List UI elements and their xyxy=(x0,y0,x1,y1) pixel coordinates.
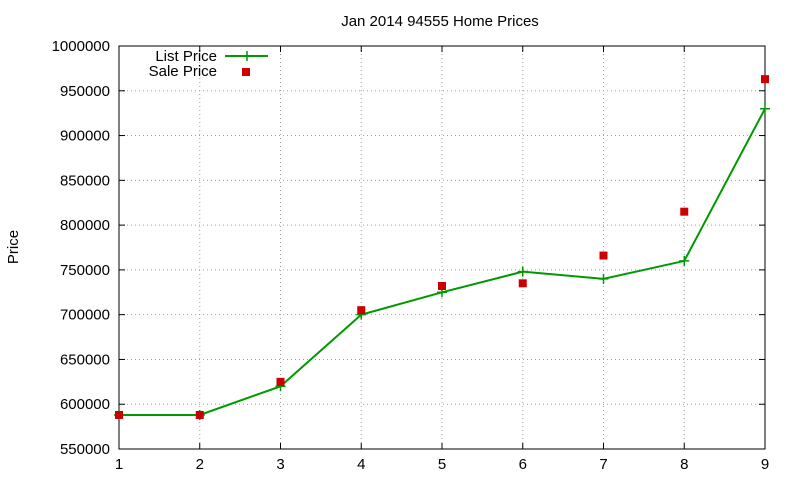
point-sale-price xyxy=(357,306,366,315)
x-tick-label: 8 xyxy=(680,456,688,473)
y-tick-label: 900000 xyxy=(60,128,110,145)
point-list-price xyxy=(517,266,528,277)
point-sale-price xyxy=(680,207,689,216)
x-tick-label: 1 xyxy=(115,456,123,473)
x-tick-label: 2 xyxy=(196,456,204,473)
legend-marker-sale-price xyxy=(242,68,250,76)
point-list-price xyxy=(598,273,609,284)
x-tick-label: 3 xyxy=(276,456,284,473)
y-tick-label: 800000 xyxy=(60,217,110,234)
x-tick-label: 6 xyxy=(519,456,527,473)
y-tick-label: 650000 xyxy=(60,351,110,368)
point-sale-price xyxy=(761,75,769,84)
y-axis-label: Price xyxy=(5,230,22,264)
legend: List Price Sale Price xyxy=(149,48,268,80)
y-tick-label: 1000000 xyxy=(52,38,110,55)
point-list-price xyxy=(760,103,770,114)
grid xyxy=(119,46,765,449)
y-tick-label: 700000 xyxy=(60,307,110,324)
x-tick-label: 5 xyxy=(438,456,446,473)
legend-marker-list-price xyxy=(242,51,252,61)
x-tick-label: 7 xyxy=(599,456,607,473)
point-sale-price xyxy=(518,279,527,288)
point-sale-price xyxy=(599,251,608,260)
axis-ticks: 1 2 3 4 5 6 7 8 9 550000 600000 650000 700000 750000 8… xyxy=(52,38,770,473)
legend-label-sale-price: Sale Price xyxy=(149,63,217,80)
y-tick-label: 550000 xyxy=(60,441,110,458)
y-tick-label: 750000 xyxy=(60,262,110,279)
point-list-price xyxy=(679,255,690,266)
point-sale-price xyxy=(276,377,285,386)
point-sale-price xyxy=(115,410,123,419)
point-sale-price xyxy=(438,282,446,291)
x-tick-label: 9 xyxy=(761,456,769,473)
y-tick-label: 950000 xyxy=(60,83,110,100)
x-tick-label: 4 xyxy=(357,456,365,473)
y-tick-label: 850000 xyxy=(60,172,110,189)
y-tick-label: 600000 xyxy=(60,396,110,413)
series-layer xyxy=(114,75,770,420)
chart-title: Jan 2014 94555 Home Prices xyxy=(341,13,539,30)
legend-label-list-price: List Price xyxy=(155,48,217,65)
point-sale-price xyxy=(195,410,204,419)
